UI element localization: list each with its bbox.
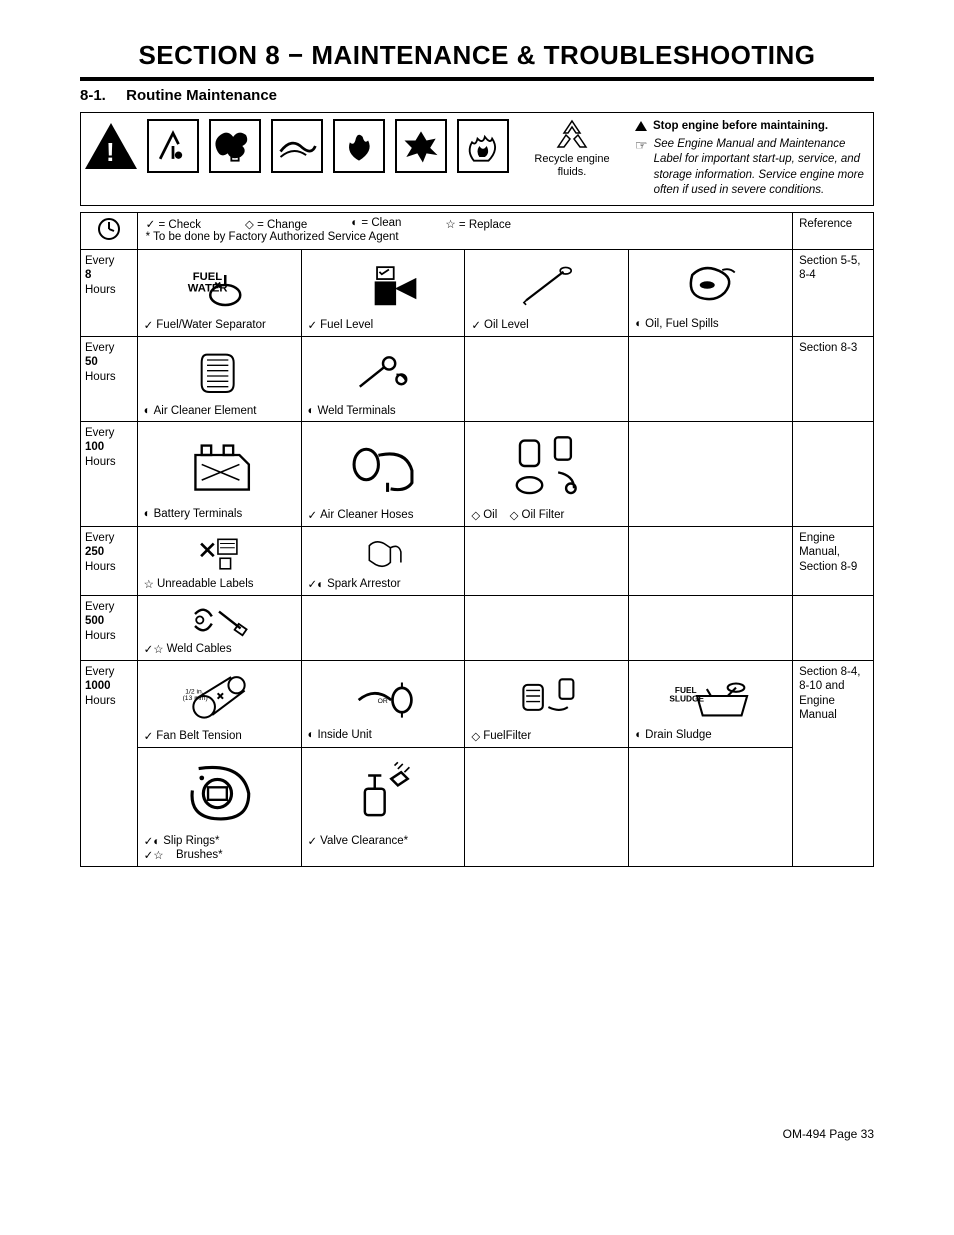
section-title: SECTION 8 − MAINTENANCE & TROUBLESHOOTIN…: [80, 40, 874, 81]
task-slip-rings-brushes: ✓◐ Slip Rings* ✓☆ Brushes*: [137, 747, 301, 866]
reference-header: Reference: [793, 212, 874, 249]
subsection-num: 8-1.: [80, 87, 122, 104]
task-empty-50-3: [465, 336, 629, 421]
interval-100h: Every100Hours: [81, 421, 138, 526]
clock-icon-cell: [81, 212, 138, 249]
task-empty-250-3: [465, 526, 629, 595]
task-empty-500-3: [465, 595, 629, 660]
hazard-icon-3: [271, 119, 323, 173]
task-empty-250-4: [629, 526, 793, 595]
task-oil-level: ✓ Oil Level: [465, 249, 629, 336]
interval-50h: Every50Hours: [81, 336, 138, 421]
task-spark-arrestor: ✓◐Spark Arrestor: [301, 526, 465, 595]
task-valve-clearance: ✓Valve Clearance*: [301, 747, 465, 866]
task-fuel-level: ✓ Fuel Level: [301, 249, 465, 336]
see-manual-text: See Engine Manual and Maintenance Label …: [654, 137, 865, 199]
task-unreadable-labels: ☆ Unreadable Labels: [137, 526, 301, 595]
recycle-text: Recycle engine fluids.: [534, 153, 609, 178]
caution-triangle-icon: [635, 121, 647, 131]
stop-engine-text: Stop engine before maintaining.: [653, 119, 828, 135]
svg-text:OR: OR: [378, 698, 388, 705]
page-footer: OM-494 Page 33: [80, 1127, 874, 1141]
ref-1000h: Section 8-4, 8-10 and Engine Manual: [793, 660, 874, 866]
task-fuel-water-separator: ✓ Fuel/Water Separator: [137, 249, 301, 336]
task-weld-terminals: ◐ Weld Terminals: [301, 336, 465, 421]
interval-500h: Every500Hours: [81, 595, 138, 660]
ref-50h: Section 8-3: [793, 336, 874, 421]
task-empty-50-4: [629, 336, 793, 421]
task-empty-1000b-3: [465, 747, 629, 866]
hazard-icon-strip: [85, 119, 509, 173]
interval-1000h: Every1000Hours: [81, 660, 138, 866]
task-oil-oil-filter: ◇ Oil ◇ Oil Filter: [465, 421, 629, 526]
task-inside-unit: OR ◐ Inside Unit: [301, 660, 465, 747]
legend-cell: ✓ = Check ◇ = Change ◐ = Clean ☆ = Repla…: [137, 212, 792, 249]
task-air-cleaner-element: ◐ Air Cleaner Element: [137, 336, 301, 421]
hazard-icon-1: [147, 119, 199, 173]
task-drain-sludge: FUELSLUDGE ◐ Drain Sludge: [629, 660, 793, 747]
ref-500h: [793, 595, 874, 660]
task-weld-cables: ✓☆ Weld Cables: [137, 595, 301, 660]
task-empty-1000b-4: [629, 747, 793, 866]
hazard-icon-5: [395, 119, 447, 173]
hazard-icon-6: [457, 119, 509, 173]
ref-100h: [793, 421, 874, 526]
task-fan-belt-tension: 1/2 in.(13 mm) ✓ Fan Belt Tension: [137, 660, 301, 747]
subsection-title: Routine Maintenance: [126, 87, 277, 104]
subsection-heading: 8-1. Routine Maintenance: [80, 87, 874, 104]
task-empty-500-2: [301, 595, 465, 660]
interval-250h: Every250Hours: [81, 526, 138, 595]
hazard-header-box: Recycle engine fluids. Stop engine befor…: [80, 112, 874, 206]
task-battery-terminals: ◐ Battery Terminals: [137, 421, 301, 526]
ref-8h: Section 5-5, 8-4: [793, 249, 874, 336]
hazard-icon-2: [209, 119, 261, 173]
task-empty-500-4: [629, 595, 793, 660]
maintenance-notes: Stop engine before maintaining. ☞ See En…: [635, 119, 865, 199]
svg-text:(13 mm): (13 mm): [183, 695, 208, 702]
interval-8h: Every8Hours: [81, 249, 138, 336]
hazard-icon-4: [333, 119, 385, 173]
task-fuel-filter: ◇ FuelFilter: [465, 660, 629, 747]
task-oil-fuel-spills: ◐ Oil, Fuel Spills: [629, 249, 793, 336]
pointer-icon: ☞: [635, 136, 648, 155]
maintenance-table: ✓ = Check ◇ = Change ◐ = Clean ☆ = Repla…: [80, 212, 874, 867]
task-air-cleaner-hoses: ✓ Air Cleaner Hoses: [301, 421, 465, 526]
recycle-note: Recycle engine fluids.: [527, 119, 617, 179]
legend-note: * To be done by Factory Authorized Servi…: [146, 231, 784, 243]
warning-triangle-icon: [85, 123, 137, 169]
ref-250h: Engine Manual, Section 8-9: [793, 526, 874, 595]
task-empty-100-4: [629, 421, 793, 526]
